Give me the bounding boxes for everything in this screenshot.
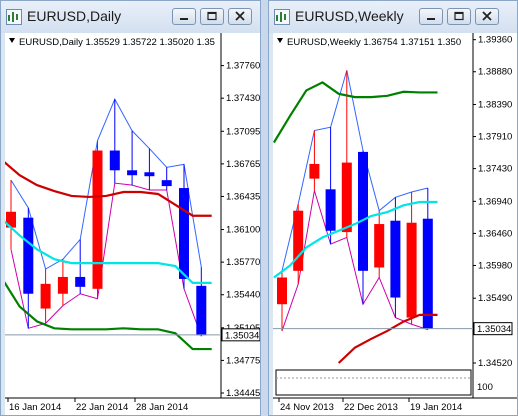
ma-fast-line: [273, 200, 438, 279]
candle-body[interactable]: [75, 276, 86, 287]
daily-price-chart[interactable]: EURUSD,Daily 1.35529 1.35722 1.35020 1.3…: [5, 33, 260, 415]
time-axis-label: 22 Jan 2014: [76, 402, 128, 413]
candle-body[interactable]: [144, 172, 155, 177]
indicator-subwindow[interactable]: [275, 369, 472, 396]
ohlc-readout: EURUSD,Daily 1.35529 1.35722 1.35020 1.3…: [19, 37, 215, 48]
ma-slow-line: [5, 161, 212, 217]
plot-background: [5, 33, 260, 415]
collapse-arrow-icon[interactable]: [9, 38, 15, 43]
candle-body[interactable]: [358, 151, 368, 271]
price-axis-label: 1.35490: [478, 293, 512, 304]
close-button[interactable]: [475, 8, 499, 25]
maximize-icon: [207, 11, 217, 21]
ma-slow-line: [337, 313, 438, 364]
price-axis-label: 1.36765: [226, 159, 260, 170]
price-axis-label: 1.37095: [226, 126, 260, 137]
candle-body[interactable]: [109, 150, 120, 171]
price-axis-label: 1.34445: [226, 388, 260, 399]
price-axis-label: 1.34520: [478, 358, 512, 369]
current-price-box: [221, 328, 260, 342]
price-axis-label: 1.36460: [478, 228, 512, 239]
price-axis-label: 1.36940: [478, 196, 512, 207]
minimize-icon: [180, 18, 188, 20]
daily-chart-area[interactable]: EURUSD,Daily 1.35529 1.35722 1.35020 1.3…: [5, 33, 260, 415]
weekly-chart-window[interactable]: EURUSD,Weekly 100 EURUSD,Weekly 1.36754 …: [268, 0, 518, 416]
ma-long-line: [273, 81, 438, 144]
candle-body[interactable]: [23, 217, 34, 294]
daily-titlebar[interactable]: EURUSD,Daily: [1, 1, 260, 33]
candle-body[interactable]: [309, 163, 320, 179]
price-axis-label: 1.37910: [478, 132, 512, 143]
candle-body[interactable]: [127, 170, 138, 176]
ohlc-readout: EURUSD,Weekly 1.36754 1.37151 1.350: [287, 37, 461, 48]
candle-body[interactable]: [196, 285, 207, 336]
candle-body[interactable]: [341, 162, 352, 233]
time-axis-label: 19 Jan 2014: [410, 402, 462, 413]
price-axis-label: 1.37430: [478, 164, 512, 175]
price-axis-label: 1.36435: [226, 191, 260, 202]
ma-long-line: [5, 281, 212, 351]
maximize-button[interactable]: [447, 8, 471, 25]
price-axis-label: 1.39360: [478, 35, 512, 46]
weekly-price-chart[interactable]: 100 EURUSD,Weekly 1.36754 1.37151 1.350 …: [273, 33, 517, 415]
collapse-arrow-icon[interactable]: [277, 38, 283, 43]
candle-body[interactable]: [293, 210, 304, 271]
window-title: EURUSD,Daily: [27, 8, 122, 24]
price-axis-label: 1.35980: [478, 260, 512, 271]
ma-fast-line: [5, 220, 212, 284]
high-price-line: [281, 70, 428, 271]
price-axis-label: 1.37760: [226, 61, 260, 72]
chart-app-icon: [6, 9, 22, 25]
minimize-button[interactable]: [419, 8, 443, 25]
candle-body[interactable]: [57, 276, 68, 294]
current-price-label: 1.35034: [477, 324, 511, 335]
price-axis-label: 1.37430: [226, 93, 260, 104]
daily-chart-window[interactable]: EURUSD,Daily EURUSD,Daily 1.35529 1.3572…: [0, 0, 261, 416]
price-axis-label: 1.38390: [478, 99, 512, 110]
close-icon: [235, 11, 245, 21]
price-axis-label: 1.36100: [226, 225, 260, 236]
time-axis-label: 24 Nov 2013: [280, 402, 334, 413]
candle-body[interactable]: [277, 277, 287, 305]
candle-body[interactable]: [422, 218, 433, 329]
maximize-button[interactable]: [200, 8, 224, 25]
price-axis-label: 1.35440: [226, 290, 260, 301]
price-axis-label: 1.35770: [226, 257, 260, 268]
maximize-icon: [454, 11, 464, 21]
current-price-box: [473, 322, 513, 336]
candle-body[interactable]: [179, 188, 189, 279]
price-axis-label: 1.38880: [478, 67, 512, 78]
minimize-button[interactable]: [172, 8, 196, 25]
window-title: EURUSD,Weekly: [295, 8, 404, 24]
candle-body[interactable]: [92, 150, 103, 289]
close-icon: [482, 11, 492, 21]
price-axis-label: 1.34775: [226, 355, 260, 366]
candle-body[interactable]: [390, 220, 401, 298]
price-axis-label: 1.35105: [226, 323, 260, 334]
chart-app-icon: [274, 9, 290, 25]
weekly-chart-area[interactable]: 100 EURUSD,Weekly 1.36754 1.37151 1.350 …: [273, 33, 517, 415]
candle-body[interactable]: [161, 180, 172, 187]
candle-body[interactable]: [325, 189, 336, 231]
candle-body[interactable]: [40, 283, 51, 309]
indicator-value-label: 100: [477, 382, 493, 393]
weekly-titlebar[interactable]: EURUSD,Weekly: [269, 1, 517, 33]
candle-body[interactable]: [6, 211, 16, 228]
time-axis-label: 16 Jan 2014: [9, 402, 61, 413]
minimize-icon: [427, 18, 435, 20]
candle-body[interactable]: [406, 222, 417, 318]
current-price-label: 1.35034: [225, 330, 259, 341]
candle-body[interactable]: [374, 224, 385, 268]
close-button[interactable]: [228, 8, 252, 25]
time-axis-label: 28 Jan 2014: [136, 402, 188, 413]
time-axis-label: 22 Dec 2013: [344, 402, 398, 413]
high-price-line: [10, 98, 202, 270]
